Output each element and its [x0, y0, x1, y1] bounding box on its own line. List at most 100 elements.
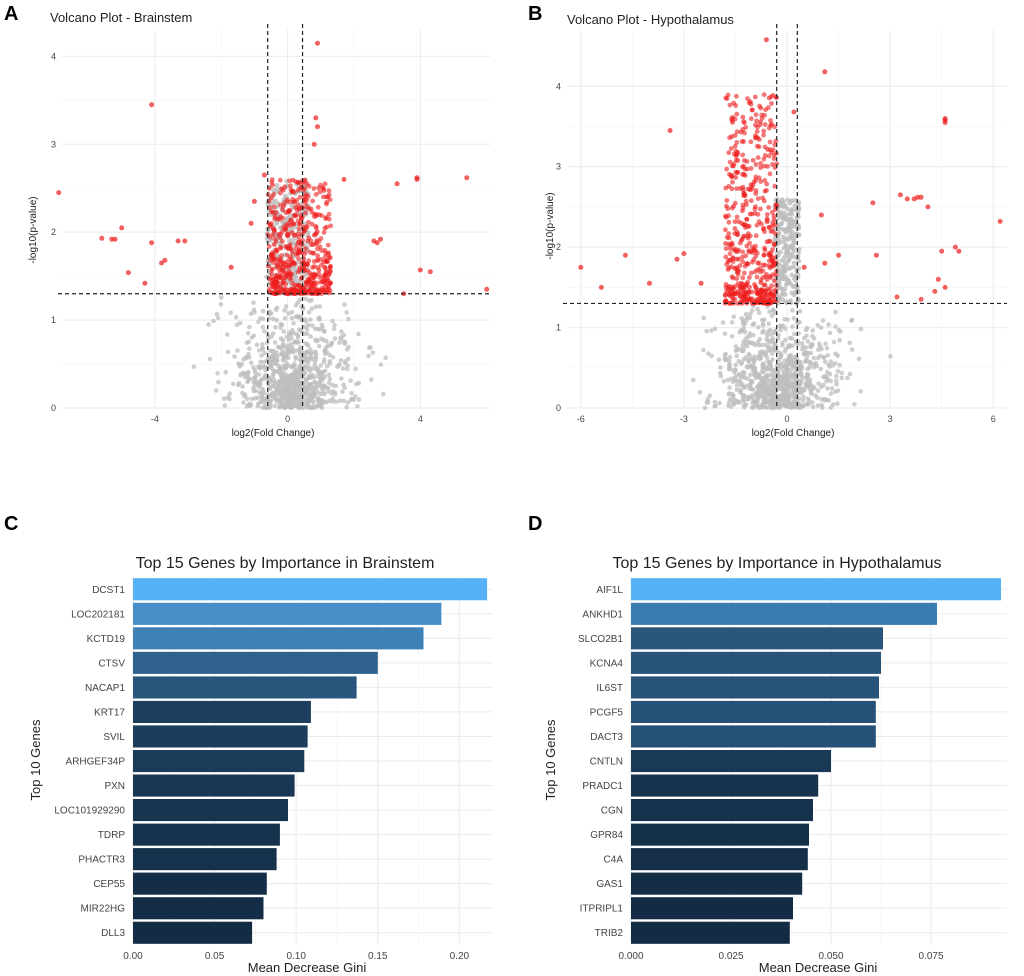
- gene-point: [280, 402, 286, 407]
- significant-gene-point: [323, 258, 329, 264]
- gene-point: [741, 402, 747, 408]
- gene-point: [726, 391, 732, 397]
- gene-point: [769, 405, 775, 411]
- gene-point: [788, 354, 793, 359]
- significant-gene-point: [321, 194, 326, 200]
- gene-point: [779, 361, 784, 366]
- gene-point: [767, 348, 772, 353]
- bar-phactr3: [133, 848, 277, 871]
- gene-point: [845, 375, 850, 381]
- significant-gene-point: [288, 254, 294, 260]
- gene-point: [783, 274, 788, 279]
- plot-area-b: -6 -3 0 3 6 0 1 2 3 4: [556, 24, 1007, 424]
- significant-gene-point: [767, 265, 773, 271]
- gene-point: [755, 339, 761, 345]
- gene-point: [249, 335, 255, 340]
- gene-point: [255, 395, 261, 400]
- gene-point: [800, 398, 806, 404]
- gene-point: [332, 391, 338, 397]
- significant-gene-point: [766, 105, 771, 111]
- gene-point: [791, 249, 796, 255]
- significant-gene-point: [296, 206, 302, 212]
- gene-point: [261, 359, 267, 365]
- gene-point: [813, 361, 818, 366]
- gene-point: [839, 375, 844, 381]
- gene-point: [762, 351, 767, 357]
- bar-dll3: [133, 921, 253, 944]
- gene-point: [308, 347, 313, 352]
- gene-point: [341, 339, 347, 344]
- y-tick-label: 0: [556, 403, 561, 413]
- bar-chart-hypothalamus: D Top 15 Genes by Importance in Hypothal…: [528, 513, 1007, 975]
- significant-gene-point: [309, 242, 314, 248]
- gene-point: [818, 366, 824, 372]
- gene-point: [835, 401, 840, 406]
- significant-gene-point: [742, 158, 747, 163]
- gene-point: [784, 366, 790, 372]
- significant-gene-point: [271, 204, 277, 210]
- significant-gene-point: [731, 100, 736, 106]
- plot-area-d: 0.000 0.025 0.050 0.075 AIF1L ANKHD1 SLCO2B1 KC…: [578, 577, 1007, 962]
- gene-point: [270, 331, 276, 336]
- gene-point: [291, 349, 296, 355]
- significant-points: [578, 37, 1003, 306]
- bar-aif1l: [631, 578, 1001, 601]
- gene-point: [331, 326, 337, 332]
- bar-pcgf5: [631, 700, 876, 723]
- gene-point: [267, 360, 273, 365]
- gene-point: [764, 374, 770, 379]
- gene-point: [797, 308, 803, 314]
- bar-ankhd1: [631, 602, 937, 625]
- significant-gene-point: [758, 277, 764, 283]
- significant-gene-point: [911, 196, 917, 202]
- significant-gene-point: [311, 259, 317, 264]
- gene-point: [378, 362, 384, 367]
- gene-point: [251, 300, 256, 306]
- gene-point: [751, 321, 757, 327]
- gene-point: [784, 262, 789, 268]
- significant-gene-point: [267, 234, 273, 240]
- x-tick-label: 0: [285, 414, 290, 424]
- significant-gene-point: [729, 242, 735, 248]
- gene-point: [267, 377, 273, 383]
- gene-point: [356, 397, 362, 402]
- gene-point: [285, 343, 291, 348]
- gene-point: [771, 382, 777, 388]
- gene-point: [340, 366, 346, 371]
- gene-point: [849, 347, 855, 352]
- gene-point: [303, 396, 309, 402]
- significant-gene-point: [304, 204, 310, 210]
- gene-label: DLL3: [101, 928, 125, 939]
- gene-point: [275, 354, 280, 359]
- gene-point: [797, 320, 802, 325]
- gene-point: [268, 238, 273, 243]
- y-tick-label: 1: [556, 323, 561, 333]
- gene-point: [332, 336, 338, 341]
- significant-gene-point: [873, 252, 879, 258]
- gene-point: [785, 401, 790, 406]
- gene-point: [812, 385, 817, 391]
- significant-gene-point: [300, 238, 305, 243]
- gene-point: [815, 388, 821, 394]
- significant-gene-point: [269, 180, 275, 185]
- significant-gene-point: [754, 129, 760, 134]
- gene-point: [820, 405, 825, 411]
- gene-point: [737, 347, 742, 352]
- gene-point: [771, 330, 777, 336]
- significant-gene-point: [747, 211, 753, 217]
- significant-gene-point: [266, 244, 272, 249]
- gene-label: CEP55: [93, 879, 125, 890]
- significant-gene-point: [758, 105, 764, 111]
- significant-gene-point: [285, 287, 291, 293]
- gene-point: [769, 400, 775, 405]
- gene-point: [760, 321, 766, 327]
- gene-point: [324, 338, 329, 344]
- significant-gene-point: [327, 264, 333, 270]
- significant-gene-point: [723, 227, 728, 233]
- significant-gene-point: [748, 198, 754, 204]
- significant-gene-point: [283, 222, 289, 228]
- gene-point: [339, 329, 344, 334]
- significant-gene-point: [740, 114, 746, 120]
- gene-label: KRT17: [94, 707, 125, 718]
- significant-gene-point: [295, 187, 301, 193]
